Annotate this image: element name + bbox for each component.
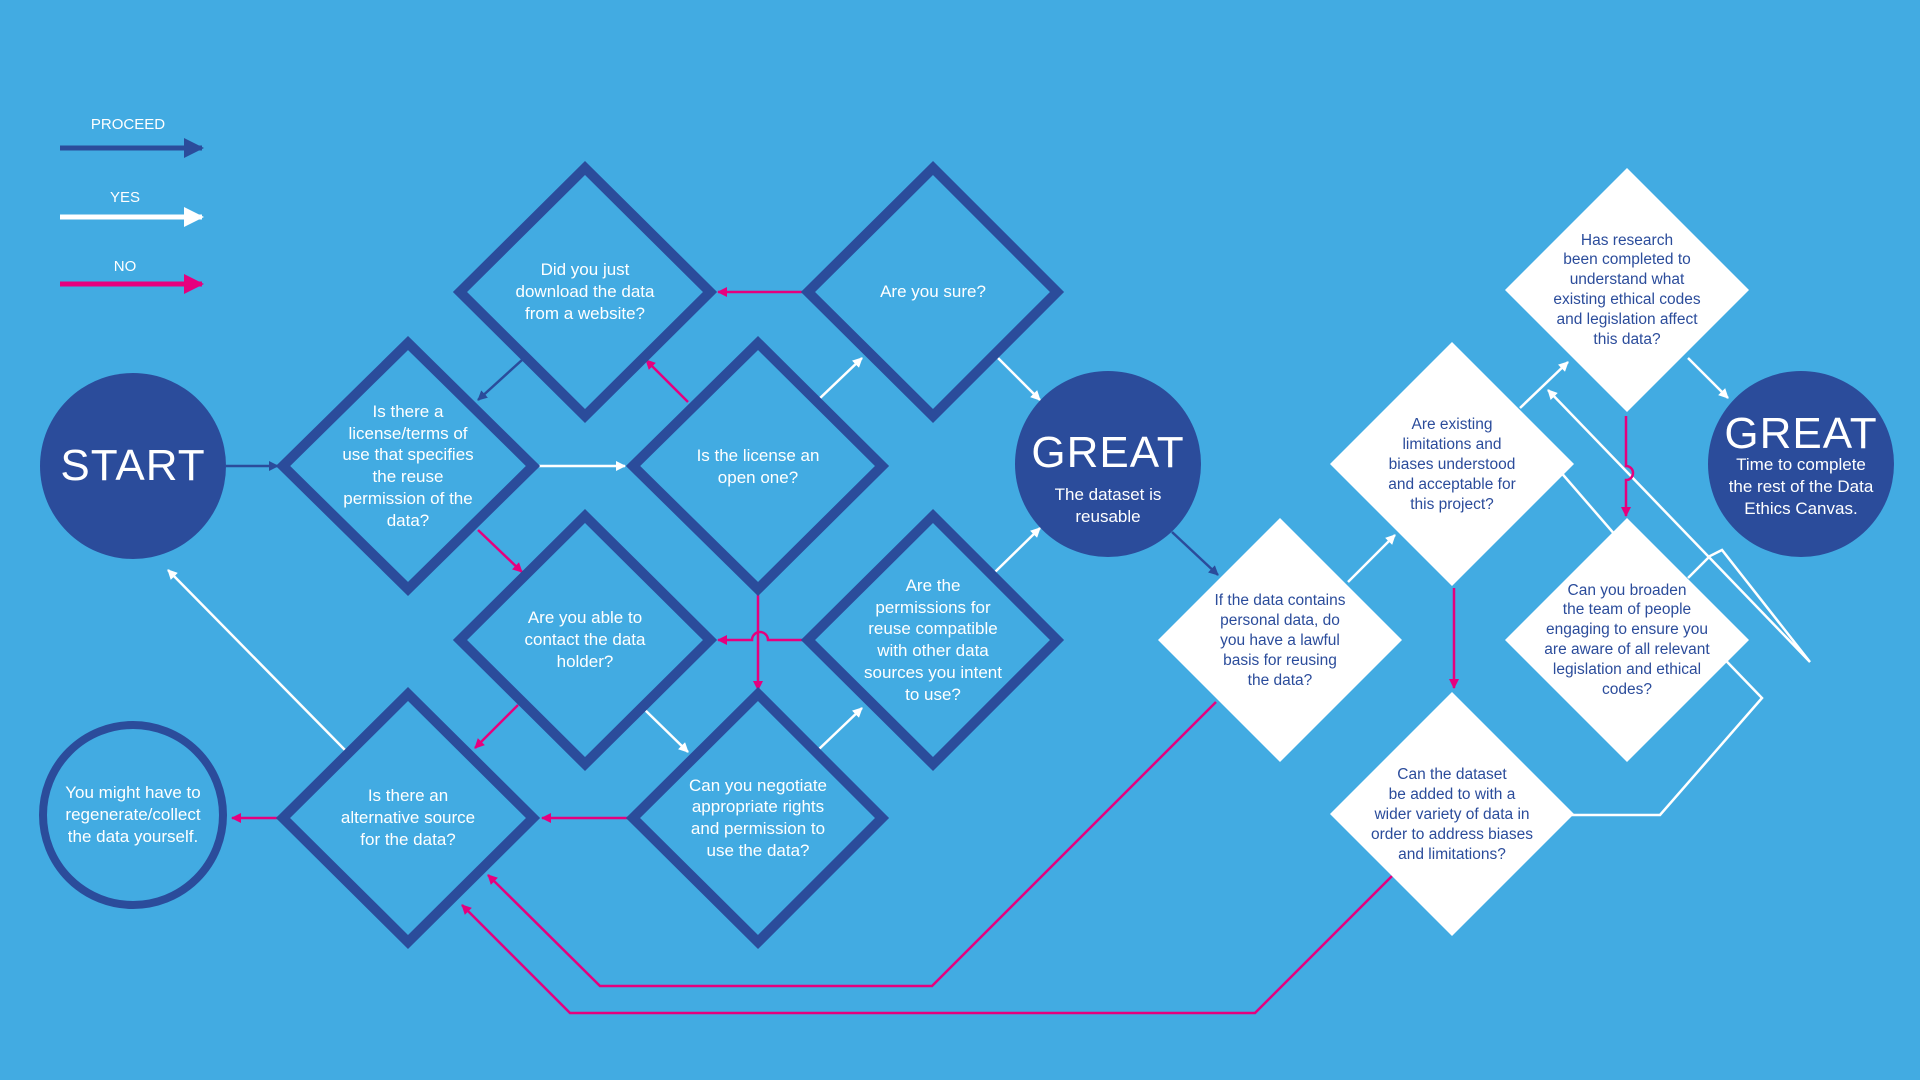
circle-great-2	[1708, 371, 1894, 557]
legend-no-label: NO	[113, 258, 137, 275]
negotiate-label: Can you negotiate appropriate rights and…	[689, 775, 827, 860]
sure-label: Are you sure?	[880, 282, 986, 302]
arrow-permissions-to-contact	[717, 630, 805, 645]
legend-proceed-label: PROCEED	[90, 116, 166, 133]
arrow-download-to-license	[477, 359, 523, 401]
arrow-open-to-sure	[817, 357, 863, 401]
arrow-broaden-to-research	[1547, 389, 1811, 663]
personal-data-label: If the data contains personal data, do y…	[1214, 592, 1346, 689]
regenerate-label: You might have to regenerate/collect the…	[65, 783, 201, 846]
diamond-contact-holder	[452, 508, 718, 772]
circle-start	[40, 373, 226, 559]
arrow-license-to-contact	[477, 529, 523, 573]
arrow-personal-to-limitations	[1347, 534, 1396, 583]
diamond-download	[452, 160, 718, 424]
license-terms-label: Is there a license/terms of use that spe…	[342, 401, 474, 530]
great-2-text: Time to complete the rest of the Data Et…	[1728, 455, 1874, 518]
arrow-contact-to-alternative	[474, 704, 519, 749]
start-label: START	[60, 440, 206, 490]
great-2-title: GREAT	[1724, 408, 1878, 458]
diamond-license-terms	[275, 335, 541, 597]
circle-great-1	[1015, 371, 1201, 557]
diamond-negotiate	[625, 686, 890, 950]
arrow-negotiate-to-permissions	[817, 707, 863, 751]
arrow-limitations-to-research	[1519, 361, 1569, 409]
arrow-personal-to-alternative	[487, 701, 1217, 988]
arrow-alternative-to-start	[167, 569, 346, 751]
open-license-label: Is the license an open one?	[696, 446, 820, 487]
broaden-label: Can you broaden the team of people engag…	[1544, 581, 1710, 698]
alternative-label: Is there an alternative source for the d…	[340, 786, 476, 849]
download-label: Did you just download the data from a we…	[515, 260, 655, 323]
diamond-open-license	[625, 335, 890, 597]
diamond-sure	[800, 160, 1065, 424]
arrow-permissions-to-great	[994, 527, 1041, 573]
diamond-permissions	[800, 508, 1065, 772]
arrow-open-to-download	[645, 359, 689, 403]
legend-yes-label: YES	[109, 189, 140, 206]
diamond-limitations	[1330, 342, 1574, 586]
arrow-great-to-personal	[1171, 531, 1219, 576]
diamond-broaden	[1505, 518, 1749, 762]
diamond-research	[1505, 168, 1749, 412]
diamond-personal-data	[1158, 518, 1402, 762]
research-label: Has research been completed to understan…	[1553, 231, 1701, 348]
arrow-adddata-to-alternative	[461, 875, 1393, 1015]
permissions-label: Are the permissions for reuse compatible…	[864, 575, 1002, 704]
arrow-research-to-great2	[1687, 357, 1729, 399]
circle-regenerate	[39, 721, 227, 909]
great-1-title: GREAT	[1031, 427, 1185, 477]
arrow-research-to-broaden	[1621, 416, 1635, 517]
add-data-label: Can the dataset be added to with a wider…	[1371, 766, 1533, 863]
arrow-sure-to-great	[997, 357, 1041, 401]
great-1-text: The dataset is reusable	[1054, 485, 1162, 526]
contact-holder-label: Are you able to contact the data holder?	[524, 608, 646, 671]
limitations-label: Are existing limitations and biases unde…	[1388, 416, 1516, 513]
diamond-alternative	[275, 686, 541, 950]
arrow-contact-to-negotiate	[644, 709, 689, 753]
diamond-add-data	[1330, 692, 1574, 936]
